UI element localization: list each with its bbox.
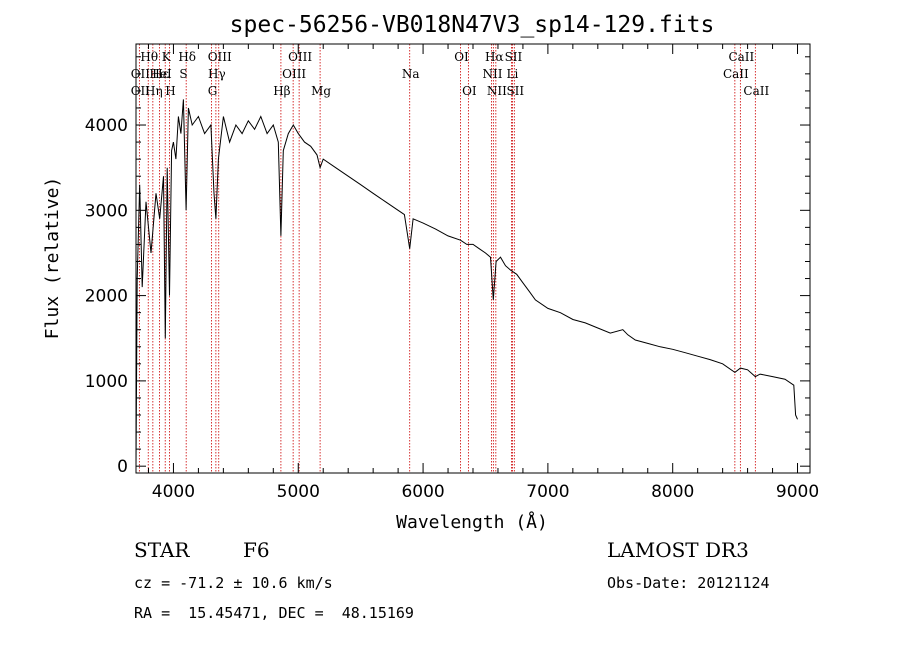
object-type: STAR [134, 538, 190, 562]
line-label: NII [487, 84, 507, 98]
line-label: Hδ [178, 50, 196, 64]
plot-frame [135, 43, 811, 474]
line-label: OIII [208, 50, 232, 64]
line-label: OI [462, 84, 477, 98]
observation-date: Obs-Date: 20121124 [607, 574, 770, 592]
line-label: Li [507, 67, 519, 81]
redshift-value: cz = -71.2 ± 10.6 km/s [134, 574, 333, 592]
x-tick-label: 4000 [152, 482, 195, 502]
y-tick-label: 3000 [85, 201, 128, 221]
y-tick-label: 1000 [85, 372, 128, 392]
marker-lines [138, 44, 756, 473]
line-label: OIII [288, 50, 312, 64]
spectrum-line [135, 99, 798, 467]
object-subclass: F6 [243, 538, 270, 562]
x-tick-label: 5000 [277, 482, 320, 502]
line-label: H [165, 84, 175, 98]
line-label: HeI [149, 67, 172, 81]
line-label: CaII [743, 84, 769, 98]
line-label: Hα [485, 50, 504, 64]
x-axis-label: Wavelength (Å) [396, 511, 548, 533]
line-label: OIII [282, 67, 306, 81]
coordinates: RA = 15.45471, DEC = 48.15169 [134, 604, 414, 622]
line-labels: HθOIIOIIHηHεHeIKHHδSGOIIIHγHβOIIIOIIIMgN… [131, 50, 770, 98]
x-tick-label: 7000 [526, 482, 569, 502]
chart-title: spec-56256-VB018N47V3_sp14-129.fits [230, 12, 715, 38]
line-label: S [179, 67, 187, 81]
line-label: Mg [311, 84, 331, 98]
y-axis-label: Flux (relative) [42, 177, 63, 340]
line-label: NII [482, 67, 502, 81]
x-tick-label: 8000 [651, 482, 694, 502]
x-axis-ticks: 4000 5000 6000 7000 8000 9000 [147, 44, 819, 502]
x-tick-label: 9000 [776, 482, 819, 502]
line-label: Na [402, 67, 420, 81]
y-axis-ticks: 0 1000 2000 3000 4000 [85, 56, 810, 477]
y-tick-label: 0 [117, 457, 128, 477]
x-tick-label: 6000 [401, 482, 444, 502]
line-label: Hγ [208, 67, 226, 81]
line-label: Hε [152, 67, 169, 81]
y-tick-label: 2000 [85, 287, 128, 307]
line-label: SII [506, 84, 524, 98]
line-label: K [162, 50, 172, 64]
y-tick-label: 4000 [85, 116, 128, 136]
line-label: CaII [723, 67, 749, 81]
line-label: G [208, 84, 218, 98]
line-label: Hβ [273, 84, 290, 98]
survey-name: LAMOST DR3 [607, 538, 749, 562]
line-label: CaII [728, 50, 754, 64]
line-label: Hθ [140, 50, 158, 64]
line-label: Hη [145, 84, 163, 98]
line-label: SII [505, 50, 523, 64]
line-label: OI [454, 50, 469, 64]
